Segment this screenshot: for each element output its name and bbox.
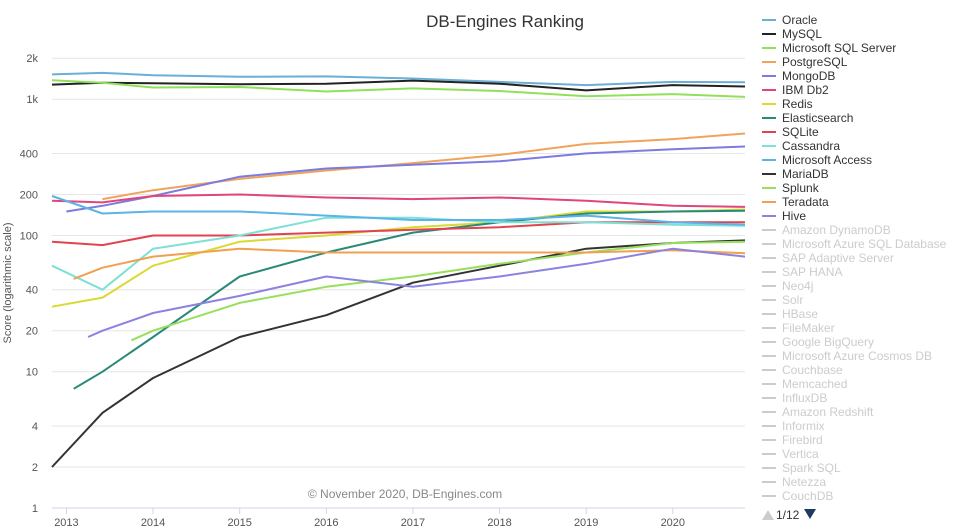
legend-item-solr[interactable]: Solr — [782, 293, 803, 307]
legend-item-memcached[interactable]: Memcached — [782, 377, 847, 391]
legend-item-neo4j[interactable]: Neo4j — [782, 279, 813, 293]
x-tick-label: 2020 — [661, 517, 685, 529]
legend-item-sqlite[interactable]: SQLite — [782, 125, 819, 139]
series-line-mariadb — [51, 239, 746, 468]
legend-item-netezza[interactable]: Netezza — [782, 475, 826, 489]
legend-item-hive[interactable]: Hive — [782, 209, 806, 223]
legend-item-sap-adaptive-server[interactable]: SAP Adaptive Server — [782, 251, 894, 265]
legend-item-ibm-db2[interactable]: IBM Db2 — [782, 83, 829, 97]
chart-title: DB-Engines Ranking — [426, 12, 584, 31]
series-line-mongodb — [66, 145, 746, 213]
series-line-hive — [87, 247, 746, 338]
y-tick-label: 40 — [26, 285, 38, 297]
x-tick-label: 2015 — [227, 517, 251, 529]
legend-item-couchdb[interactable]: CouchDB — [782, 489, 833, 503]
series-line-mysql — [51, 79, 746, 92]
legend-item-mariadb[interactable]: MariaDB — [782, 167, 829, 181]
x-tick-label: 2017 — [401, 517, 425, 529]
legend-item-teradata[interactable]: Teradata — [782, 195, 829, 209]
legend-item-redis[interactable]: Redis — [782, 97, 813, 111]
x-tick-label: 2013 — [54, 517, 78, 529]
y-tick-label: 100 — [20, 230, 38, 242]
y-tick-label: 1k — [26, 94, 38, 106]
legend-item-vertica[interactable]: Vertica — [782, 447, 819, 461]
legend-prev-icon[interactable] — [762, 510, 774, 520]
legend-item-informix[interactable]: Informix — [782, 419, 825, 433]
y-tick-label: 2k — [26, 53, 38, 65]
legend-item-spark-sql[interactable]: Spark SQL — [782, 461, 841, 475]
legend-item-firebird[interactable]: Firebird — [782, 433, 823, 447]
y-axis-label: Score (logarithmic scale) — [2, 222, 14, 343]
legend-item-amazon-redshift[interactable]: Amazon Redshift — [782, 405, 874, 419]
legend-item-splunk[interactable]: Splunk — [782, 181, 820, 195]
legend-item-mysql[interactable]: MySQL — [782, 27, 822, 41]
x-tick-label: 2016 — [314, 517, 338, 529]
y-tick-label: 1 — [32, 503, 38, 515]
legend-item-postgresql[interactable]: PostgreSQL — [782, 55, 848, 69]
y-tick-label: 4 — [32, 421, 38, 433]
series-line-sqlite — [51, 221, 745, 247]
y-tick-label: 400 — [20, 148, 38, 160]
series-line-teradata — [73, 247, 746, 280]
legend-item-mongodb[interactable]: MongoDB — [782, 69, 835, 83]
legend-item-couchbase[interactable]: Couchbase — [782, 363, 843, 377]
legend-item-elasticsearch[interactable]: Elasticsearch — [782, 111, 853, 125]
legend-item-hbase[interactable]: HBase — [782, 307, 818, 321]
legend-item-google-bigquery[interactable]: Google BigQuery — [782, 335, 874, 349]
y-tick-label: 10 — [26, 367, 38, 379]
legend-item-microsoft-access[interactable]: Microsoft Access — [782, 153, 872, 167]
x-tick-label: 2014 — [141, 517, 165, 529]
series-line-microsoft-sql-server — [51, 79, 746, 98]
legend-page: 1/12 — [776, 508, 800, 522]
legend-item-microsoft-azure-cosmos-db[interactable]: Microsoft Azure Cosmos DB — [782, 349, 932, 363]
legend-nav: 1/12 — [762, 508, 816, 522]
y-tick-label: 200 — [20, 189, 38, 201]
legend-item-microsoft-azure-sql-database[interactable]: Microsoft Azure SQL Database — [782, 237, 947, 251]
x-tick-label: 2019 — [574, 517, 598, 529]
y-axis: 1 2 4 10 20 40 100 200 400 1k 2k — [20, 53, 39, 515]
legend-item-filemaker[interactable]: FileMaker — [782, 321, 835, 335]
series-line-postgresql — [102, 132, 746, 201]
legend-next-icon[interactable] — [804, 509, 816, 519]
legend-item-cassandra[interactable]: Cassandra — [782, 139, 840, 153]
y-tick-label: 20 — [26, 326, 38, 338]
series-line-elasticsearch — [73, 209, 746, 390]
series-line-splunk — [130, 240, 746, 342]
legend-item-amazon-dynamodb[interactable]: Amazon DynamoDB — [782, 223, 891, 237]
chart-credit: © November 2020, DB-Engines.com — [308, 487, 502, 501]
grid — [52, 57, 745, 509]
legend-item-microsoft-sql-server[interactable]: Microsoft SQL Server — [782, 41, 896, 55]
legend-item-oracle[interactable]: Oracle — [782, 13, 818, 27]
x-tick-label: 2018 — [487, 517, 511, 529]
y-tick-label: 2 — [32, 462, 38, 474]
legend-item-influxdb[interactable]: InfluxDB — [782, 391, 827, 405]
series-line-ibm-db2 — [51, 193, 746, 208]
x-axis: 2013 2014 2015 2016 2017 2018 2019 2020 — [54, 508, 685, 529]
series-lines — [51, 71, 746, 468]
series-line-microsoft-access — [51, 195, 746, 226]
legend-item-sap-hana[interactable]: SAP HANA — [782, 265, 842, 279]
series-line-oracle — [51, 71, 746, 87]
